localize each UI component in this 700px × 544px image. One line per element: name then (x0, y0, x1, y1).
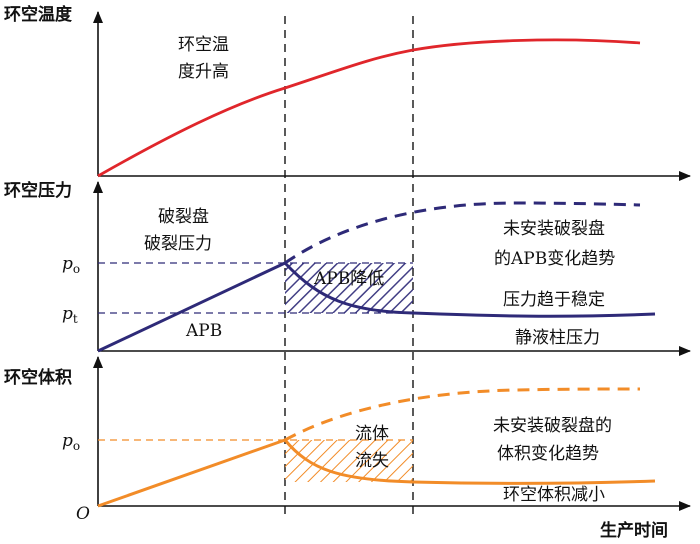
hydrostatic-label: 静液柱压力 (515, 328, 600, 348)
pressure-drop-curve (283, 261, 656, 318)
pressure-panel: 环空压力 po pt 破裂盘 破裂压力 APB APB降低 未安装破裂盘 的AP… (4, 180, 691, 356)
temp-rise-label-2: 度升高 (178, 62, 229, 82)
temperature-axis-title: 环空温度 (4, 4, 73, 25)
origin-label: O (76, 504, 90, 524)
p-t-tick: pt (62, 304, 78, 326)
apb-label: APB (185, 321, 222, 341)
disk-label-2: 破裂压力 (144, 234, 212, 254)
temperature-curve (97, 38, 641, 178)
volume-drop-curve (283, 439, 656, 485)
pressure-stable-label: 压力趋于稳定 (503, 290, 605, 310)
no-disk-vol-label-1: 未安装破裂盘的 (493, 416, 612, 436)
disk-label-1: 破裂盘 (158, 207, 209, 227)
no-disk-vol-label-2: 体积变化趋势 (497, 444, 599, 464)
temp-rise-label-1: 环空温 (178, 35, 229, 55)
no-disk-apb-label-2: 的APB变化趋势 (494, 249, 615, 269)
volume-p-o-tick: po (62, 431, 80, 453)
volume-no-disk-trend (284, 387, 641, 442)
fluid-loss-label-1: 流体 (355, 424, 389, 444)
p-o-tick: po (62, 254, 80, 276)
volume-axis-title: 环空体积 (4, 367, 72, 388)
pressure-no-disk-trend (284, 201, 641, 265)
apb-drop-label: APB降低 (313, 269, 384, 289)
no-disk-apb-label-1: 未安装破裂盘 (503, 219, 605, 239)
pressure-rise-line (97, 261, 286, 353)
pressure-axis-title: 环空压力 (4, 180, 72, 201)
fluid-loss-label-2: 流失 (355, 451, 389, 471)
x-axis-title: 生产时间 (600, 520, 668, 541)
volume-rise-line (97, 438, 286, 508)
volume-panel: 环空体积 po O 流体 流失 未安装破裂盘的 体积变化趋势 环空体积减小 (4, 356, 691, 524)
temperature-panel: 环空温度 环空温 度升高 (4, 4, 691, 181)
volume-decrease-label: 环空体积减小 (503, 485, 605, 505)
